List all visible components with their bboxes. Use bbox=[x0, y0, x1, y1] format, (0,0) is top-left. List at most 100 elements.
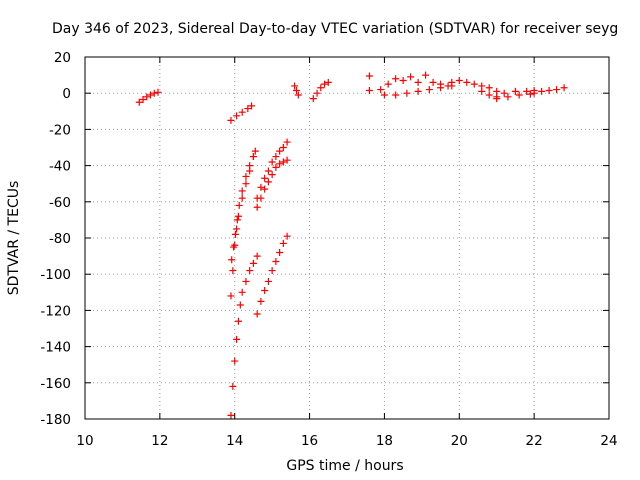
y-tick-label: -20 bbox=[49, 122, 71, 138]
data-point bbox=[246, 267, 254, 275]
data-point bbox=[545, 86, 553, 94]
data-point bbox=[150, 89, 158, 97]
grid-lines bbox=[85, 57, 609, 419]
data-point bbox=[530, 89, 538, 97]
x-tick-label: 22 bbox=[526, 433, 543, 449]
data-point bbox=[276, 160, 284, 168]
data-point bbox=[229, 382, 237, 390]
data-point bbox=[399, 77, 407, 85]
y-tick-label: -160 bbox=[40, 376, 71, 392]
y-tick-label: -80 bbox=[49, 231, 71, 247]
data-point bbox=[233, 335, 241, 343]
data-point bbox=[154, 88, 162, 96]
data-point bbox=[485, 91, 493, 99]
data-point bbox=[268, 267, 276, 275]
data-point bbox=[437, 84, 445, 92]
data-point bbox=[261, 174, 269, 182]
series-arc-8 bbox=[253, 232, 291, 318]
data-point bbox=[233, 216, 241, 224]
data-point bbox=[231, 357, 239, 365]
data-point bbox=[231, 230, 239, 238]
series-arc-13 bbox=[380, 82, 456, 99]
data-point bbox=[253, 310, 261, 318]
data-point bbox=[233, 112, 241, 120]
data-point bbox=[321, 80, 329, 88]
x-tick-label: 12 bbox=[151, 433, 168, 449]
data-point bbox=[229, 267, 237, 275]
data-point bbox=[365, 72, 373, 80]
data-point bbox=[248, 102, 256, 110]
y-axis-label: SDTVAR / TECUs bbox=[6, 181, 22, 296]
data-point bbox=[264, 167, 272, 175]
data-point bbox=[228, 256, 236, 264]
y-tick-label: -120 bbox=[40, 303, 71, 319]
data-point bbox=[279, 239, 287, 247]
data-point bbox=[407, 73, 415, 81]
data-point bbox=[261, 286, 269, 294]
data-point bbox=[268, 171, 276, 179]
data-point bbox=[238, 288, 246, 296]
data-point bbox=[236, 301, 244, 309]
data-point bbox=[422, 71, 430, 79]
x-tick-label: 20 bbox=[451, 433, 468, 449]
data-point bbox=[253, 252, 261, 260]
data-point bbox=[283, 232, 291, 240]
data-point bbox=[242, 277, 250, 285]
series-arc-7 bbox=[227, 252, 261, 419]
data-point bbox=[276, 147, 284, 155]
data-point bbox=[403, 89, 411, 97]
series-arc-1 bbox=[135, 88, 162, 106]
data-point bbox=[279, 158, 287, 166]
data-point bbox=[553, 86, 561, 94]
series-arc-9 bbox=[291, 82, 302, 99]
data-point bbox=[324, 78, 332, 86]
data-point bbox=[526, 90, 534, 98]
data-point bbox=[283, 138, 291, 146]
data-point bbox=[238, 194, 246, 202]
data-point bbox=[238, 187, 246, 195]
y-tick-label: 0 bbox=[62, 86, 71, 102]
data-point bbox=[272, 258, 280, 266]
series-arc-14 bbox=[448, 77, 501, 95]
data-point bbox=[384, 80, 392, 88]
x-tick-label: 10 bbox=[76, 433, 93, 449]
data-point bbox=[493, 95, 501, 103]
data-point bbox=[246, 162, 254, 170]
chart-title: Day 346 of 2023, Sidereal Day-to-day VTE… bbox=[52, 21, 618, 37]
data-point bbox=[135, 98, 143, 106]
data-point bbox=[504, 93, 512, 101]
data-point bbox=[317, 84, 325, 92]
data-point bbox=[227, 292, 235, 300]
data-point bbox=[425, 86, 433, 94]
data-point bbox=[230, 243, 238, 251]
data-point bbox=[234, 212, 242, 220]
data-point bbox=[380, 91, 388, 99]
data-point bbox=[470, 80, 478, 88]
x-tick-label: 16 bbox=[301, 433, 318, 449]
data-point bbox=[429, 78, 437, 86]
data-point bbox=[261, 185, 269, 193]
data-point bbox=[272, 163, 280, 171]
data-point bbox=[242, 172, 250, 180]
data-point bbox=[392, 91, 400, 99]
data-point bbox=[313, 89, 321, 97]
data-point bbox=[268, 158, 276, 166]
data-point bbox=[485, 84, 493, 92]
series-arc-16 bbox=[493, 89, 538, 103]
data-point bbox=[233, 225, 241, 233]
series-arc-11 bbox=[365, 72, 373, 94]
data-point bbox=[279, 144, 287, 151]
data-point bbox=[143, 93, 151, 101]
data-point bbox=[249, 153, 257, 161]
x-tick-label: 24 bbox=[600, 433, 617, 449]
data-point bbox=[251, 147, 259, 155]
data-point bbox=[276, 248, 284, 256]
series-arc-17 bbox=[538, 84, 568, 95]
data-point bbox=[235, 201, 243, 209]
series-arc-5 bbox=[253, 156, 291, 211]
x-tick-label: 18 bbox=[376, 433, 393, 449]
data-point bbox=[309, 95, 317, 103]
data-point bbox=[238, 108, 246, 116]
